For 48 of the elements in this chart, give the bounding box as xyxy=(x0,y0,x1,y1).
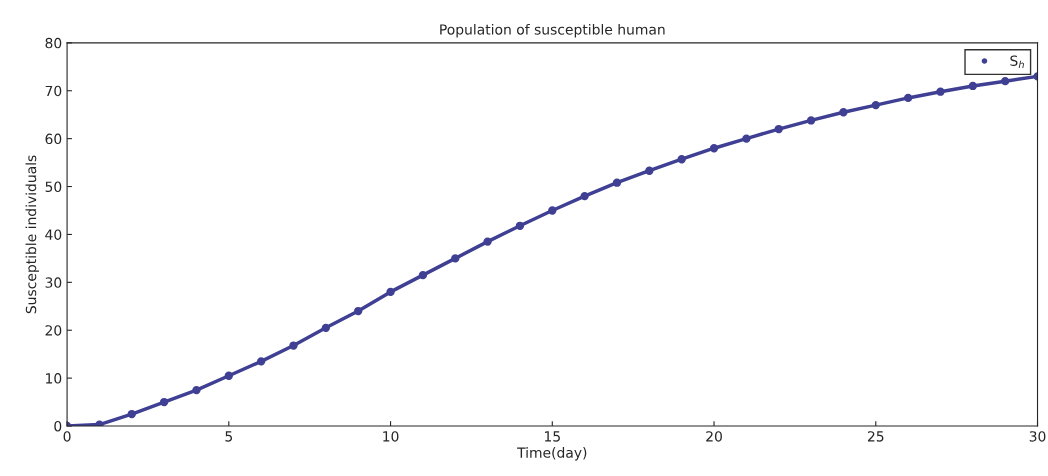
point xyxy=(612,178,622,187)
x-tick-label: 20 xyxy=(706,431,722,442)
x-tick-label: 0 xyxy=(63,431,71,442)
point xyxy=(677,155,686,164)
point xyxy=(871,100,880,110)
point xyxy=(968,81,977,91)
x-axis-title: Time(day) xyxy=(517,447,587,461)
point xyxy=(321,323,331,332)
legend-label: S$_{h}$ xyxy=(1010,55,1024,69)
point xyxy=(354,306,363,316)
point xyxy=(159,397,169,407)
y-tick-label: 20 xyxy=(45,325,62,336)
y-tick-label: 30 xyxy=(45,277,62,288)
point xyxy=(580,191,589,201)
point xyxy=(483,237,492,246)
point xyxy=(903,93,913,103)
point xyxy=(192,385,201,395)
point xyxy=(418,270,428,280)
y-tick-label: 0 xyxy=(54,420,62,432)
y-axis-title: Susceptible individuals xyxy=(25,155,39,314)
y-tick-label: 40 xyxy=(45,229,62,240)
point xyxy=(289,341,298,350)
point xyxy=(1001,76,1010,86)
point xyxy=(224,371,233,380)
point xyxy=(386,287,395,297)
point xyxy=(645,166,654,175)
point xyxy=(256,357,266,366)
point xyxy=(515,221,525,230)
point xyxy=(451,254,460,263)
point xyxy=(127,409,136,419)
point xyxy=(548,206,557,215)
y-tick-label: 80 xyxy=(45,37,62,49)
y-tick-label: 60 xyxy=(45,133,62,145)
x-tick-label: 15 xyxy=(544,431,560,442)
x-tick-label: 10 xyxy=(383,431,399,442)
point xyxy=(742,134,751,143)
chart-title: Population of susceptible human xyxy=(440,23,665,38)
point xyxy=(806,116,816,125)
x-tick-label: 5 xyxy=(225,431,233,442)
x-tick-label: 25 xyxy=(867,431,884,442)
y-tick-label: 10 xyxy=(46,373,62,384)
y-tick-label: 70 xyxy=(45,85,62,97)
x-tick-label: 30 xyxy=(1029,431,1046,442)
point xyxy=(839,108,848,117)
point xyxy=(936,87,945,96)
point xyxy=(774,124,783,134)
y-tick-label: 50 xyxy=(45,181,62,193)
point xyxy=(709,144,719,153)
